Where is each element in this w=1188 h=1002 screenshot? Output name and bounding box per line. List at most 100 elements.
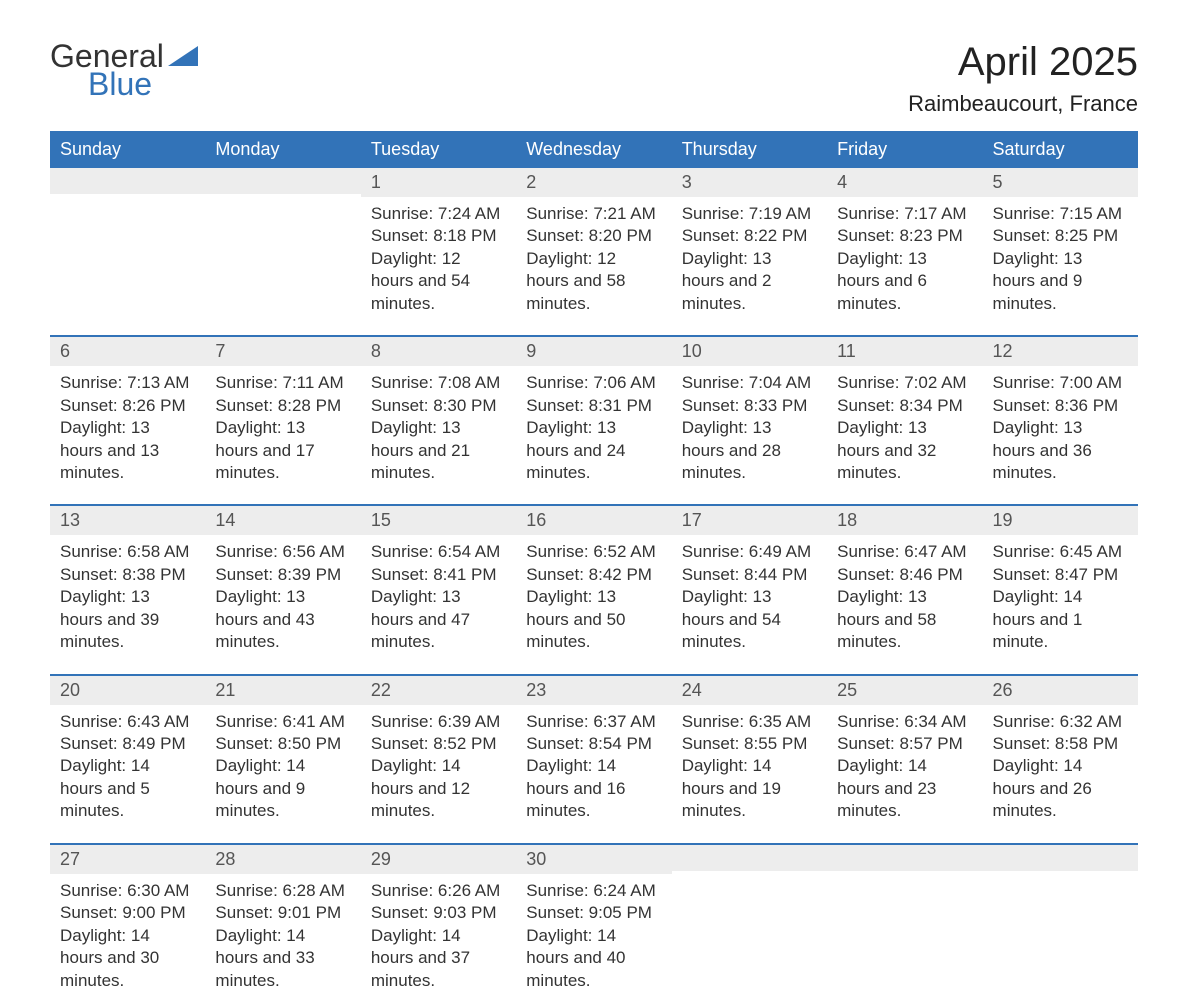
weekday-col-wed: Wednesday — [516, 131, 671, 168]
day-number: 19 — [983, 506, 1138, 535]
weekday-col-sat: Saturday — [983, 131, 1138, 168]
sunrise-value: Sunrise: 7:21 AM — [526, 203, 661, 225]
daylight-value: Daylight: 13 hours and 9 minutes. — [993, 248, 1128, 315]
day-number: 7 — [205, 337, 360, 366]
day-details: Sunrise: 6:34 AMSunset: 8:57 PMDaylight:… — [827, 705, 982, 833]
day-details: Sunrise: 6:43 AMSunset: 8:49 PMDaylight:… — [50, 705, 205, 833]
day-details: Sunrise: 7:15 AMSunset: 8:25 PMDaylight:… — [983, 197, 1138, 325]
day-number: 9 — [516, 337, 671, 366]
daylight-value: Daylight: 13 hours and 13 minutes. — [60, 417, 195, 484]
calendar-cell: 13Sunrise: 6:58 AMSunset: 8:38 PMDayligh… — [50, 506, 205, 663]
day-number: 11 — [827, 337, 982, 366]
day-number: 21 — [205, 676, 360, 705]
calendar-cell: 18Sunrise: 6:47 AMSunset: 8:46 PMDayligh… — [827, 506, 982, 663]
day-details: Sunrise: 6:47 AMSunset: 8:46 PMDaylight:… — [827, 535, 982, 663]
calendar-cell: 21Sunrise: 6:41 AMSunset: 8:50 PMDayligh… — [205, 676, 360, 833]
daylight-value: Daylight: 13 hours and 21 minutes. — [371, 417, 506, 484]
daylight-value: Daylight: 13 hours and 43 minutes. — [215, 586, 350, 653]
day-details: Sunrise: 6:35 AMSunset: 8:55 PMDaylight:… — [672, 705, 827, 833]
day-number: 17 — [672, 506, 827, 535]
calendar-cell: 29Sunrise: 6:26 AMSunset: 9:03 PMDayligh… — [361, 845, 516, 1002]
calendar-cell: 12Sunrise: 7:00 AMSunset: 8:36 PMDayligh… — [983, 337, 1138, 494]
sunset-value: Sunset: 8:20 PM — [526, 225, 661, 247]
day-number: 14 — [205, 506, 360, 535]
daylight-value: Daylight: 13 hours and 17 minutes. — [215, 417, 350, 484]
day-number: 18 — [827, 506, 982, 535]
daylight-value: Daylight: 14 hours and 23 minutes. — [837, 755, 972, 822]
daylight-value: Daylight: 13 hours and 6 minutes. — [837, 248, 972, 315]
sunrise-value: Sunrise: 7:02 AM — [837, 372, 972, 394]
sunset-value: Sunset: 8:41 PM — [371, 564, 506, 586]
sunrise-value: Sunrise: 6:34 AM — [837, 711, 972, 733]
brand-word-2: Blue — [88, 68, 198, 100]
sunrise-value: Sunrise: 6:47 AM — [837, 541, 972, 563]
calendar: Sunday Monday Tuesday Wednesday Thursday… — [50, 131, 1138, 1002]
day-number: 2 — [516, 168, 671, 197]
day-details: Sunrise: 6:52 AMSunset: 8:42 PMDaylight:… — [516, 535, 671, 663]
sunset-value: Sunset: 8:26 PM — [60, 395, 195, 417]
sunset-value: Sunset: 8:55 PM — [682, 733, 817, 755]
calendar-cell: 5Sunrise: 7:15 AMSunset: 8:25 PMDaylight… — [983, 168, 1138, 325]
sunrise-value: Sunrise: 7:08 AM — [371, 372, 506, 394]
day-details: Sunrise: 6:54 AMSunset: 8:41 PMDaylight:… — [361, 535, 516, 663]
daylight-value: Daylight: 12 hours and 58 minutes. — [526, 248, 661, 315]
sunset-value: Sunset: 8:46 PM — [837, 564, 972, 586]
sunrise-value: Sunrise: 7:13 AM — [60, 372, 195, 394]
calendar-cell: 4Sunrise: 7:17 AMSunset: 8:23 PMDaylight… — [827, 168, 982, 325]
day-details: Sunrise: 6:41 AMSunset: 8:50 PMDaylight:… — [205, 705, 360, 833]
day-number: 8 — [361, 337, 516, 366]
sunset-value: Sunset: 8:49 PM — [60, 733, 195, 755]
day-details: Sunrise: 7:08 AMSunset: 8:30 PMDaylight:… — [361, 366, 516, 494]
day-number: 12 — [983, 337, 1138, 366]
daylight-value: Daylight: 13 hours and 54 minutes. — [682, 586, 817, 653]
daylight-value: Daylight: 14 hours and 9 minutes. — [215, 755, 350, 822]
day-number — [50, 168, 205, 194]
calendar-cell: 17Sunrise: 6:49 AMSunset: 8:44 PMDayligh… — [672, 506, 827, 663]
sunrise-value: Sunrise: 6:26 AM — [371, 880, 506, 902]
sunrise-value: Sunrise: 6:39 AM — [371, 711, 506, 733]
calendar-cell: 7Sunrise: 7:11 AMSunset: 8:28 PMDaylight… — [205, 337, 360, 494]
sunrise-value: Sunrise: 6:54 AM — [371, 541, 506, 563]
daylight-value: Daylight: 14 hours and 33 minutes. — [215, 925, 350, 992]
calendar-cell: 25Sunrise: 6:34 AMSunset: 8:57 PMDayligh… — [827, 676, 982, 833]
day-number: 24 — [672, 676, 827, 705]
day-number: 6 — [50, 337, 205, 366]
daylight-value: Daylight: 14 hours and 26 minutes. — [993, 755, 1128, 822]
day-details: Sunrise: 6:30 AMSunset: 9:00 PMDaylight:… — [50, 874, 205, 1002]
weekday-col-sun: Sunday — [50, 131, 205, 168]
sunrise-value: Sunrise: 6:37 AM — [526, 711, 661, 733]
sunset-value: Sunset: 8:36 PM — [993, 395, 1128, 417]
sunset-value: Sunset: 9:01 PM — [215, 902, 350, 924]
brand-logo: General Blue — [50, 40, 198, 100]
day-details: Sunrise: 7:04 AMSunset: 8:33 PMDaylight:… — [672, 366, 827, 494]
day-number: 5 — [983, 168, 1138, 197]
month-title: April 2025 — [908, 40, 1138, 85]
daylight-value: Daylight: 13 hours and 50 minutes. — [526, 586, 661, 653]
calendar-cell: 20Sunrise: 6:43 AMSunset: 8:49 PMDayligh… — [50, 676, 205, 833]
sunset-value: Sunset: 9:03 PM — [371, 902, 506, 924]
day-details: Sunrise: 7:00 AMSunset: 8:36 PMDaylight:… — [983, 366, 1138, 494]
day-number: 25 — [827, 676, 982, 705]
daylight-value: Daylight: 13 hours and 24 minutes. — [526, 417, 661, 484]
sunset-value: Sunset: 8:25 PM — [993, 225, 1128, 247]
sunrise-value: Sunrise: 6:35 AM — [682, 711, 817, 733]
day-details: Sunrise: 6:24 AMSunset: 9:05 PMDaylight:… — [516, 874, 671, 1002]
sunset-value: Sunset: 8:22 PM — [682, 225, 817, 247]
sunrise-value: Sunrise: 6:41 AM — [215, 711, 350, 733]
day-details: Sunrise: 6:28 AMSunset: 9:01 PMDaylight:… — [205, 874, 360, 1002]
day-number: 15 — [361, 506, 516, 535]
day-details: Sunrise: 7:21 AMSunset: 8:20 PMDaylight:… — [516, 197, 671, 325]
title-block: April 2025 Raimbeaucourt, France — [908, 40, 1138, 117]
daylight-value: Daylight: 12 hours and 54 minutes. — [371, 248, 506, 315]
day-details: Sunrise: 7:11 AMSunset: 8:28 PMDaylight:… — [205, 366, 360, 494]
sunrise-value: Sunrise: 6:30 AM — [60, 880, 195, 902]
calendar-cell: 28Sunrise: 6:28 AMSunset: 9:01 PMDayligh… — [205, 845, 360, 1002]
daylight-value: Daylight: 14 hours and 40 minutes. — [526, 925, 661, 992]
day-number — [672, 845, 827, 871]
sunset-value: Sunset: 8:39 PM — [215, 564, 350, 586]
day-number: 3 — [672, 168, 827, 197]
daylight-value: Daylight: 13 hours and 39 minutes. — [60, 586, 195, 653]
day-number: 4 — [827, 168, 982, 197]
day-number: 10 — [672, 337, 827, 366]
location-label: Raimbeaucourt, France — [908, 91, 1138, 117]
